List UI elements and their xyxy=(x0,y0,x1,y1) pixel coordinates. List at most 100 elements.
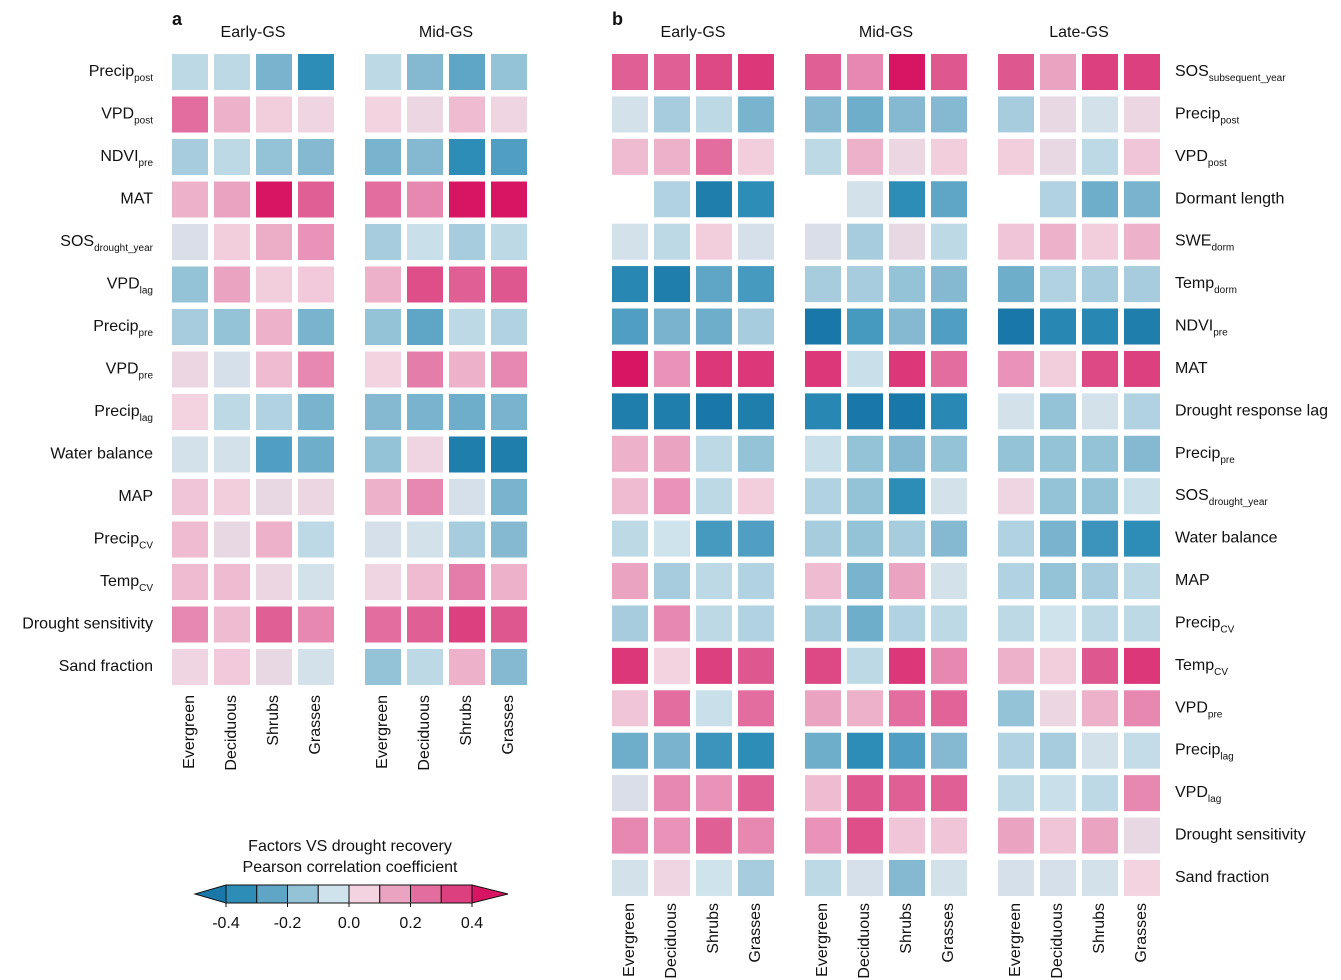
row-label-name: Dormant length xyxy=(1175,190,1284,207)
heatmap-cell xyxy=(847,817,883,854)
heatmap-cell xyxy=(805,690,841,727)
row-label: VPDpre xyxy=(1175,700,1223,720)
heatmap-cell xyxy=(1082,478,1118,515)
row-label: MAT xyxy=(120,191,153,208)
row-label-name: Temp xyxy=(100,573,139,590)
heatmap-cell xyxy=(407,139,443,175)
column-label: Grasses xyxy=(1133,903,1150,963)
heatmap-cell xyxy=(1040,563,1076,600)
heatmap-cell xyxy=(847,859,883,896)
heatmap-cell xyxy=(612,775,648,812)
heatmap-cell xyxy=(654,478,690,515)
heatmap-cell xyxy=(365,309,401,345)
heatmap-cell xyxy=(696,775,732,812)
heatmap-cell xyxy=(449,649,485,685)
heatmap-cell xyxy=(738,859,774,896)
heatmap-cell xyxy=(738,181,774,218)
heatmap-cell xyxy=(214,436,250,473)
heatmap-cell xyxy=(805,478,841,515)
heatmap-cell xyxy=(214,309,250,345)
heatmap-cell xyxy=(449,351,485,388)
row-label-name: Water balance xyxy=(1175,530,1278,547)
heatmap-cell xyxy=(998,520,1034,557)
column-label: Deciduous xyxy=(223,695,240,771)
heatmap-cell xyxy=(449,266,485,303)
heatmap-cell xyxy=(1082,775,1118,812)
colorbar-extension xyxy=(471,884,509,904)
heatmap-cell xyxy=(889,54,925,90)
heatmap-cell xyxy=(298,564,334,600)
heatmap-cell xyxy=(998,266,1034,303)
heatmap-cell xyxy=(931,775,967,812)
heatmap-cell xyxy=(889,266,925,303)
row-label: NDVIpre xyxy=(1175,318,1228,338)
heatmap-cell xyxy=(738,308,774,345)
heatmap-cell xyxy=(491,266,527,303)
row-label-sub: post xyxy=(1220,115,1239,126)
row-label-name: NDVI xyxy=(1175,318,1213,335)
heatmap-cell xyxy=(612,817,648,854)
heatmap-cell xyxy=(931,96,967,133)
heatmap-cell xyxy=(407,96,443,133)
heatmap-cell xyxy=(1040,138,1076,175)
heatmap-cell xyxy=(298,266,334,303)
colorbar-box xyxy=(348,884,381,904)
heatmap-cell xyxy=(256,96,292,133)
heatmap-cell xyxy=(407,521,443,558)
heatmap-cell xyxy=(449,606,485,643)
heatmap-cell xyxy=(889,605,925,642)
heatmap-cell xyxy=(1040,96,1076,133)
heatmap-cell xyxy=(805,520,841,557)
heatmap-cell xyxy=(738,817,774,854)
heatmap-cell xyxy=(998,859,1034,896)
heatmap-cell xyxy=(931,435,967,472)
heatmap-cell xyxy=(931,181,967,218)
heatmap-cell xyxy=(298,139,334,175)
row-label-name: VPD xyxy=(101,106,134,123)
heatmap-cell xyxy=(365,224,401,260)
heatmap-cell xyxy=(365,54,401,90)
heatmap-cell xyxy=(998,350,1034,387)
heatmap-cell xyxy=(365,139,401,175)
row-label-sub: pre xyxy=(1213,327,1228,338)
heatmap-cell xyxy=(998,393,1034,430)
heatmap-cell xyxy=(214,54,250,90)
row-label: Precippre xyxy=(1175,445,1235,465)
heatmap-cell xyxy=(256,436,292,473)
heatmap-cell xyxy=(1124,54,1160,90)
heatmap-cell xyxy=(298,96,334,133)
heatmap-cell xyxy=(889,563,925,600)
heatmap-cell xyxy=(256,521,292,558)
column-label: Deciduous xyxy=(663,903,680,979)
heatmap-cell xyxy=(998,605,1034,642)
colorbar-tick-label: 0.4 xyxy=(461,915,483,932)
row-label: SOSdrought_year xyxy=(1175,487,1268,507)
row-label-sub: drought_year xyxy=(1209,497,1269,508)
colorbar-tick-label: -0.2 xyxy=(274,915,302,932)
heatmap-cell xyxy=(654,563,690,600)
legend-title: Factors VS drought recovery xyxy=(248,838,452,855)
heatmap-cell xyxy=(256,54,292,90)
heatmap-cell xyxy=(1124,308,1160,345)
heatmap-cell xyxy=(407,436,443,473)
column-label: Deciduous xyxy=(856,903,873,979)
heatmap-cell xyxy=(696,478,732,515)
heatmap-cell xyxy=(805,138,841,175)
colorbar-box xyxy=(317,884,350,904)
heatmap-cell xyxy=(1082,308,1118,345)
heatmap-cell xyxy=(738,350,774,387)
heatmap-cell xyxy=(696,520,732,557)
row-label-sub: subsequent_year xyxy=(1209,73,1286,84)
heatmap-cell xyxy=(214,649,250,685)
heatmap-cell xyxy=(889,817,925,854)
heatmap-cell xyxy=(805,223,841,260)
heatmap-cell xyxy=(407,351,443,388)
heatmap-cell xyxy=(491,351,527,388)
heatmap-cell xyxy=(172,394,208,430)
heatmap-cell xyxy=(805,308,841,345)
heatmap-cell xyxy=(805,859,841,896)
heatmap-cell xyxy=(214,181,250,218)
heatmap-cell xyxy=(491,564,527,600)
colorbar-box xyxy=(379,884,411,904)
